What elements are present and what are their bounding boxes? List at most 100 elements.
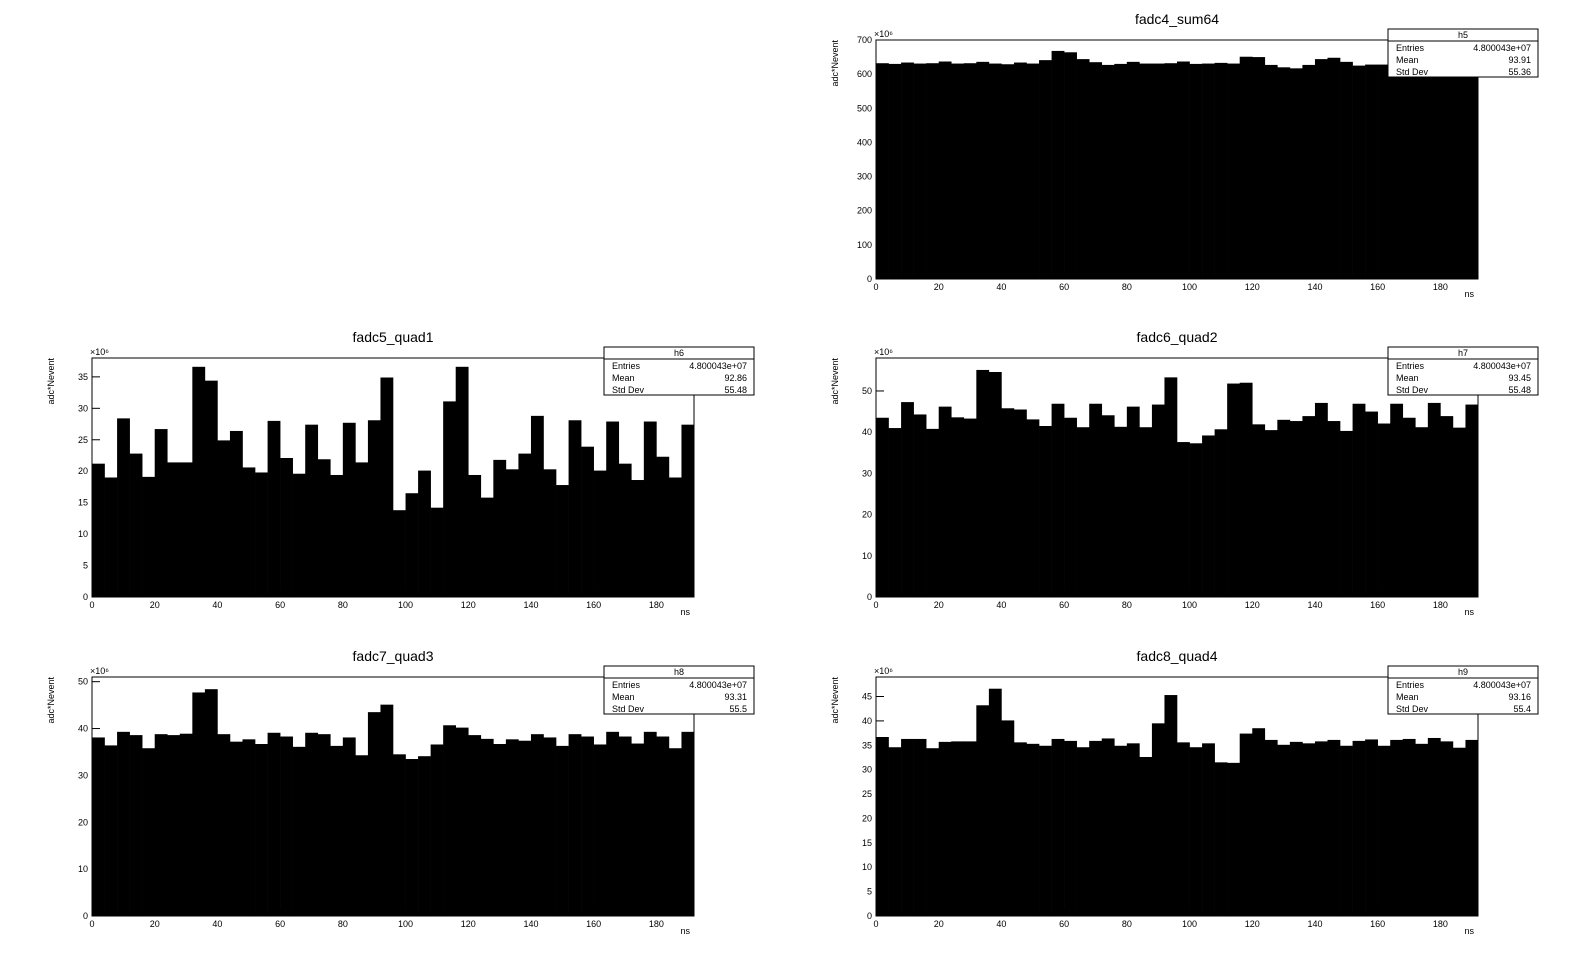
- histogram-bar: [988, 372, 1002, 597]
- x-tick-label: 140: [1307, 600, 1322, 610]
- histogram-bar: [1076, 747, 1090, 916]
- histogram-bar: [1264, 430, 1278, 597]
- stats-box: h6 Entries 4.800043e+07 Mean 92.86 Std Dev 55.…: [603, 346, 755, 396]
- histogram-bar: [255, 472, 268, 597]
- y-tick-label: 10: [862, 862, 872, 872]
- histogram-bar: [913, 738, 927, 916]
- stats-box: h5 Entries 4.800043e+07 Mean 93.91 Std Dev 55.…: [1387, 28, 1539, 78]
- x-tick-label: 140: [523, 600, 538, 610]
- histogram-bar: [951, 741, 965, 916]
- histogram-bar: [505, 469, 519, 597]
- histogram-bar: [1064, 740, 1077, 916]
- histogram-bar: [217, 440, 231, 597]
- histogram-bar: [1302, 416, 1316, 597]
- histogram-bar: [267, 732, 281, 916]
- histogram-bar: [556, 485, 569, 597]
- histogram-bar: [988, 688, 1002, 916]
- histogram-bar: [1039, 745, 1052, 916]
- histogram-bar: [1327, 57, 1341, 279]
- histogram-bar: [1202, 435, 1215, 597]
- x-tick-label: 20: [934, 919, 944, 929]
- histogram-bar: [530, 734, 544, 916]
- histogram-bar: [543, 469, 557, 597]
- x-tick-label: 100: [398, 919, 413, 929]
- histogram-bar: [568, 734, 582, 916]
- stats-mean-label: Mean: [1396, 692, 1419, 702]
- x-axis-title: ns: [680, 607, 690, 617]
- y-tick-label: 30: [862, 468, 872, 478]
- stats-box-frame: [603, 346, 755, 396]
- histogram-bar: [963, 63, 977, 279]
- histogram-bar: [1427, 402, 1441, 597]
- histogram-bar: [355, 755, 369, 916]
- histogram-bar: [876, 63, 889, 279]
- histogram-bar: [292, 473, 306, 597]
- histogram-bar: [455, 366, 469, 597]
- histogram-bar: [367, 712, 381, 916]
- x-tick-label: 160: [1370, 282, 1385, 292]
- y-tick-label: 700: [857, 35, 872, 45]
- histogram-bar: [1051, 50, 1065, 279]
- histogram-bar: [104, 477, 118, 597]
- x-tick-label: 120: [1245, 600, 1260, 610]
- x-tick-label: 180: [649, 919, 664, 929]
- stats-mean-label: Mean: [1396, 55, 1419, 65]
- histogram-bar: [117, 418, 130, 597]
- histogram-bar: [1352, 65, 1366, 279]
- x-tick-label: 120: [461, 919, 476, 929]
- histogram-bar: [1427, 64, 1441, 279]
- histogram-bar: [681, 731, 695, 916]
- histogram-bar: [668, 477, 682, 597]
- stats-histogram-name: h6: [674, 348, 684, 358]
- histogram-bar: [656, 456, 670, 597]
- x-tick-label: 100: [398, 600, 413, 610]
- histogram-bar: [330, 745, 344, 916]
- histogram-bar: [1365, 64, 1378, 279]
- histogram-bar: [556, 745, 569, 916]
- y-tick-label: 25: [862, 789, 872, 799]
- histogram-bar: [1064, 417, 1077, 597]
- histogram-bar: [1452, 62, 1466, 279]
- x-tick-label: 100: [1182, 919, 1197, 929]
- histogram-bar: [1402, 62, 1416, 279]
- y-exponent-label: ×10⁶: [874, 347, 893, 357]
- y-tick-label: 0: [867, 274, 872, 284]
- histogram-bar: [493, 459, 507, 597]
- histogram-bar: [1252, 728, 1266, 916]
- histogram-bar: [1214, 62, 1228, 279]
- histogram-bar: [543, 737, 557, 916]
- histogram-bar: [317, 459, 331, 597]
- x-axis-title: ns: [1464, 289, 1474, 299]
- histogram-bar: [1314, 402, 1328, 597]
- histogram-bar: [1377, 423, 1391, 597]
- histogram-bar: [330, 474, 344, 597]
- stats-mean-label: Mean: [612, 373, 635, 383]
- histogram-bar: [405, 493, 419, 597]
- histogram-bar: [976, 61, 990, 280]
- histogram-bar: [305, 732, 319, 916]
- histogram-bar: [593, 470, 607, 597]
- histogram-bar: [443, 725, 457, 916]
- x-axis-title: ns: [1464, 926, 1474, 936]
- histogram-bar: [1089, 740, 1103, 916]
- x-axis-title: ns: [1464, 607, 1474, 617]
- stats-mean-value: 93.16: [1508, 692, 1531, 702]
- histogram-bar: [668, 748, 682, 916]
- histogram-bar: [1202, 743, 1215, 916]
- histogram-bar: [1151, 723, 1165, 916]
- x-tick-label: 120: [1245, 919, 1260, 929]
- x-tick-label: 180: [1433, 282, 1448, 292]
- histogram-bar: [1264, 739, 1278, 916]
- histogram-bar: [1402, 417, 1416, 597]
- y-exponent-label: ×10⁶: [90, 347, 109, 357]
- histogram-bar: [1214, 762, 1228, 916]
- histogram-bar: [1352, 740, 1366, 916]
- y-tick-label: 400: [857, 137, 872, 147]
- y-tick-label: 45: [862, 692, 872, 702]
- x-tick-label: 60: [275, 600, 285, 610]
- y-tick-label: 300: [857, 172, 872, 182]
- histogram-bar: [518, 740, 532, 916]
- histogram-panel-h8: fadc7_quad3 0 20 40 60 80 100 120 140 160 180 0 10 20…: [46, 648, 755, 936]
- x-tick-label: 40: [212, 600, 222, 610]
